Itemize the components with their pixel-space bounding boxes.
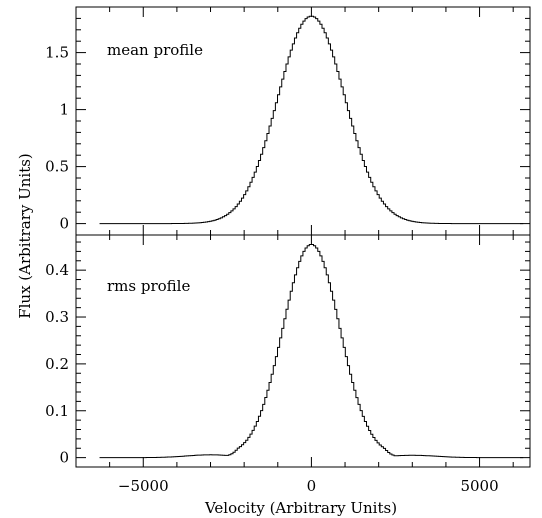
- rms-profile-line: [99, 244, 524, 459]
- y-tick-label: 0: [59, 215, 69, 233]
- rms-profile-panel: −5000 0 5000 0 0.1 0.2 0.3 0.4 rms profile: [45, 234, 531, 495]
- y-tick-label: 0: [59, 449, 69, 467]
- x-tick-label: 0: [307, 477, 317, 495]
- y-tick-label: 1: [59, 101, 69, 119]
- x-axis-title: Velocity (Arbitrary Units): [204, 499, 397, 517]
- mean-profile-line: [99, 15, 524, 225]
- rms-profile-label: rms profile: [107, 277, 190, 295]
- y-axis-title: Flux (Arbitrary Units): [16, 153, 34, 319]
- y-tick-label: 0.4: [45, 261, 69, 279]
- y-tick-label: 0.1: [45, 402, 69, 420]
- y-tick-label: 0.5: [45, 158, 69, 176]
- x-tick-label: −5000: [118, 477, 169, 495]
- y-tick-label: 1.5: [45, 44, 69, 62]
- y-tick-label: 0.3: [45, 308, 69, 326]
- plot-frame: [75, 234, 531, 468]
- x-tick-label: 5000: [460, 477, 498, 495]
- y-tick-label: 0.2: [45, 355, 69, 373]
- mean-profile-label: mean profile: [107, 41, 203, 59]
